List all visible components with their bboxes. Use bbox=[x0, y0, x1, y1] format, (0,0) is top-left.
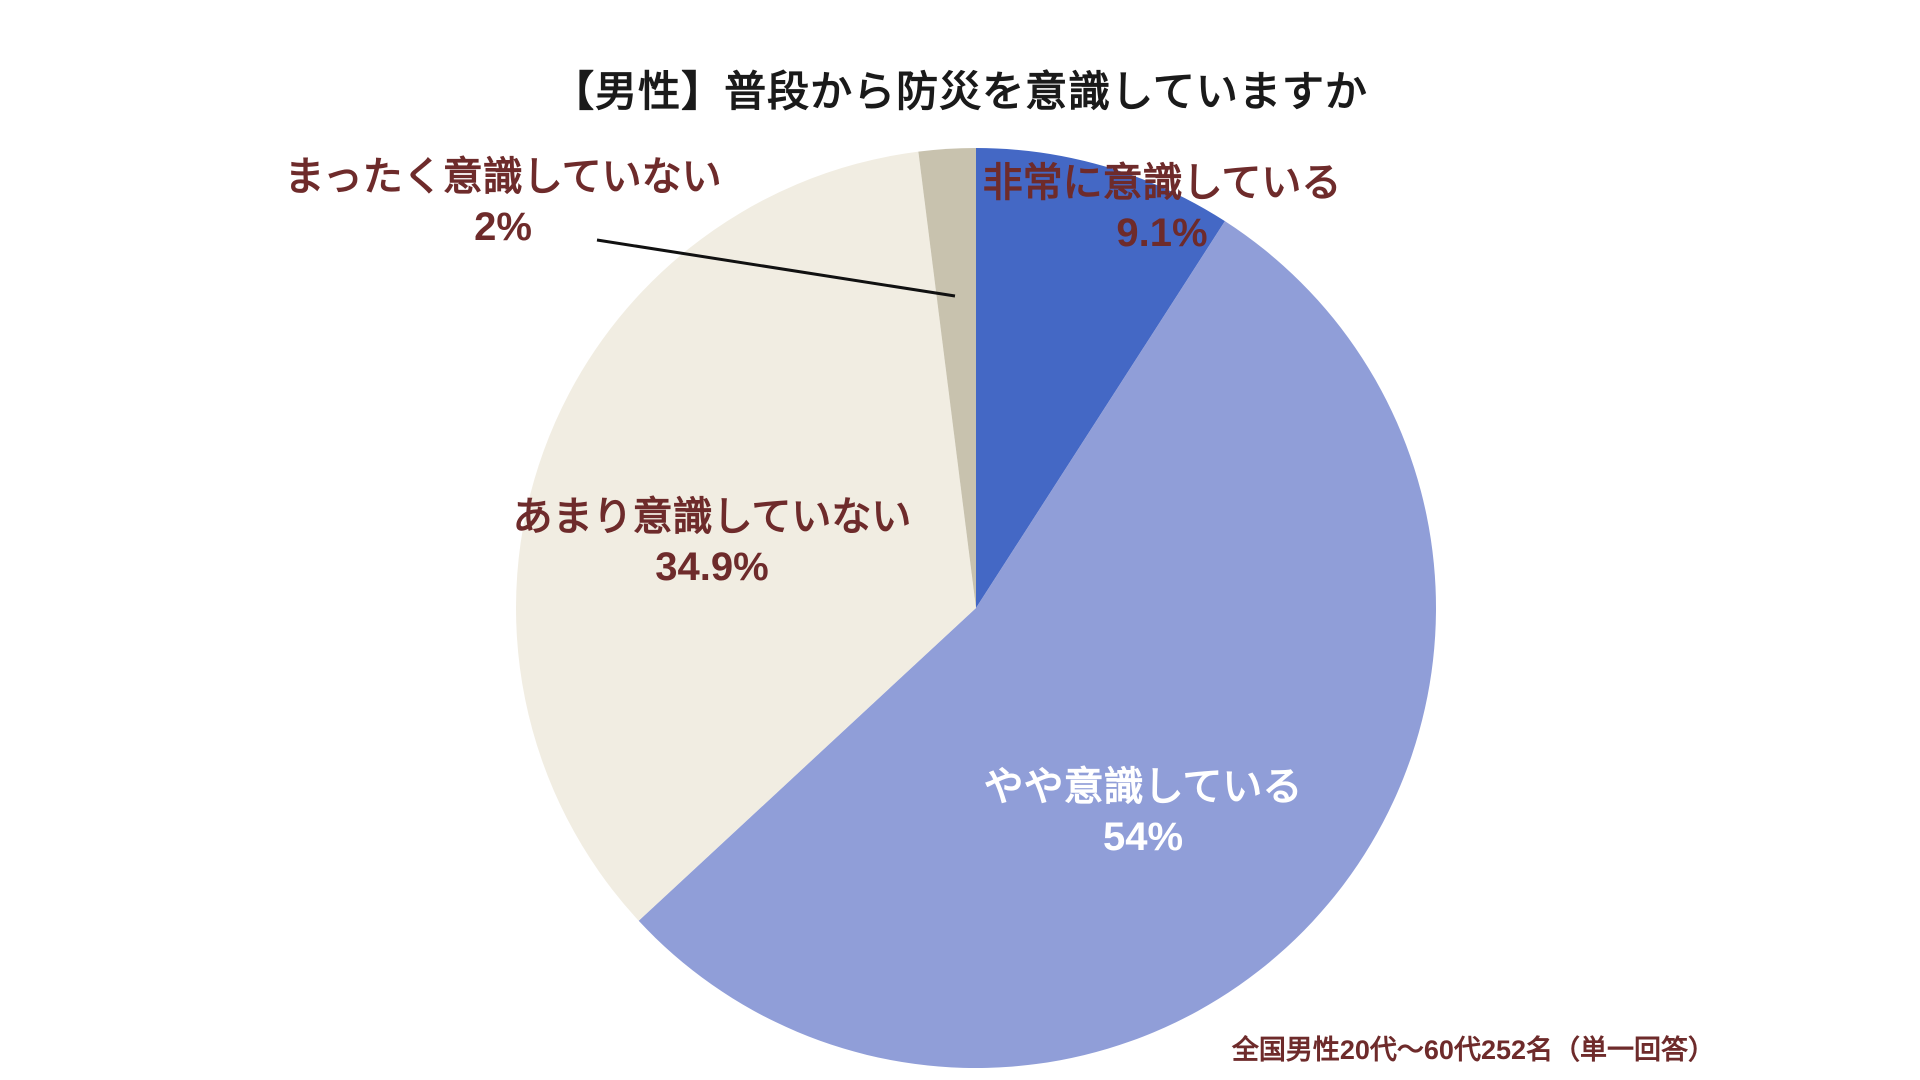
label-none-at-all-value: 2% bbox=[474, 205, 532, 249]
pie-slices bbox=[516, 148, 1436, 1069]
leader-line-none bbox=[596, 238, 956, 298]
label-somewhat-conscious-name: やや意識している bbox=[983, 765, 1303, 809]
chart-title: 【男性】普段から防災を意識していますか bbox=[552, 68, 1368, 115]
label-not-much: あまり意識していない 34.9% bbox=[512, 492, 912, 592]
label-very-conscious: 非常に意識している 9.1% bbox=[962, 158, 1362, 258]
label-somewhat-conscious: やや意識している 54% bbox=[943, 762, 1343, 862]
label-very-conscious-value: 9.1% bbox=[1116, 211, 1208, 255]
label-very-conscious-name: 非常に意識している bbox=[982, 161, 1342, 205]
label-not-much-name: あまり意識していない bbox=[512, 495, 912, 539]
label-somewhat-conscious-value: 54% bbox=[1102, 815, 1184, 859]
pie-slice-2 bbox=[516, 151, 976, 921]
label-none-at-all-name: まったく意識していない bbox=[284, 155, 722, 199]
label-not-much-value: 34.9% bbox=[655, 545, 769, 589]
pie-slice-3 bbox=[918, 148, 976, 608]
source-note: 全国男性20代〜60代252名（単一回答） bbox=[1231, 1035, 1715, 1065]
label-none-at-all: まったく意識していない 2% bbox=[253, 152, 753, 252]
pie-slice-0 bbox=[976, 148, 1225, 608]
pie-slice-1 bbox=[638, 221, 1436, 1069]
